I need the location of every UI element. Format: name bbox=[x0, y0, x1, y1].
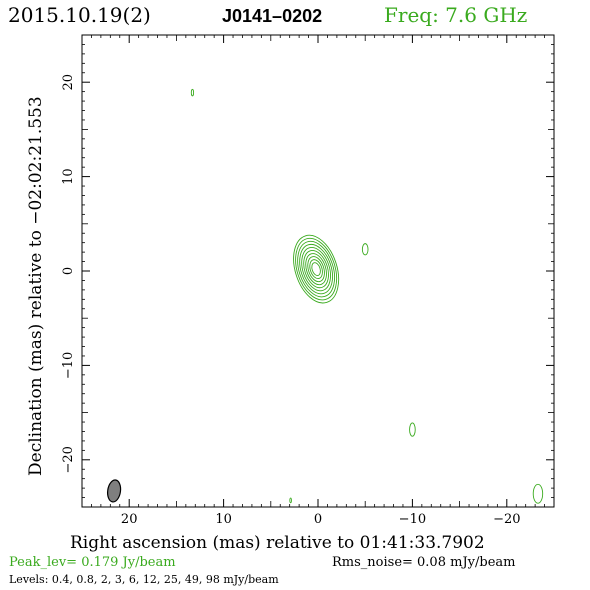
contour-core bbox=[297, 240, 336, 298]
contour-core bbox=[293, 234, 340, 304]
contour-core bbox=[303, 250, 329, 289]
contour-core bbox=[307, 256, 325, 283]
y-tick-label: 20 bbox=[61, 74, 76, 91]
peak-level: Peak_lev= 0.179 Jy/beam bbox=[9, 555, 176, 570]
header-source: J0141–0202 bbox=[222, 6, 322, 26]
contour-knot-s bbox=[409, 422, 416, 437]
axis-ticks bbox=[81, 34, 555, 508]
header-date: 2015.10.19(2) bbox=[8, 3, 151, 27]
beam bbox=[107, 479, 122, 503]
y-tick-label: 0 bbox=[61, 267, 76, 275]
x-tick-label: 20 bbox=[121, 512, 138, 527]
contour-knot-ne bbox=[190, 88, 195, 97]
header-freq: Freq: 7.6 GHz bbox=[384, 3, 527, 27]
x-axis-label: Right ascension (mas) relative to 01:41:… bbox=[70, 533, 485, 553]
y-tick-label: −20 bbox=[61, 446, 76, 473]
contour-core bbox=[305, 253, 327, 286]
contour-core bbox=[301, 247, 331, 292]
x-tick-label: −10 bbox=[399, 512, 426, 527]
contour-knot-bottom bbox=[289, 497, 292, 504]
y-tick-label: −10 bbox=[61, 352, 76, 379]
contour-knot-e bbox=[361, 243, 369, 256]
y-tick-label: 10 bbox=[61, 168, 76, 185]
contour-core bbox=[299, 243, 333, 295]
beam-ellipse bbox=[107, 479, 122, 503]
x-tick-label: 0 bbox=[314, 512, 322, 527]
contour-core bbox=[295, 237, 338, 301]
rms-noise: Rms_noise= 0.08 mJy/beam bbox=[332, 555, 515, 570]
contours bbox=[190, 88, 544, 504]
y-axis-label: Declination (mas) relative to −02:02:21.… bbox=[26, 96, 46, 476]
contour-levels: Levels: 0.4, 0.8, 2, 3, 6, 12, 25, 49, 9… bbox=[9, 573, 279, 586]
contour-knot-sw bbox=[532, 483, 544, 504]
contour-core bbox=[311, 262, 321, 276]
x-tick-label: 10 bbox=[215, 512, 232, 527]
tick-labels: 20 10 0 −10 −20 20 10 0 −10 −20 bbox=[61, 74, 521, 527]
x-tick-label: −20 bbox=[493, 512, 520, 527]
plot-frame bbox=[81, 34, 555, 508]
contour-core bbox=[309, 259, 323, 280]
